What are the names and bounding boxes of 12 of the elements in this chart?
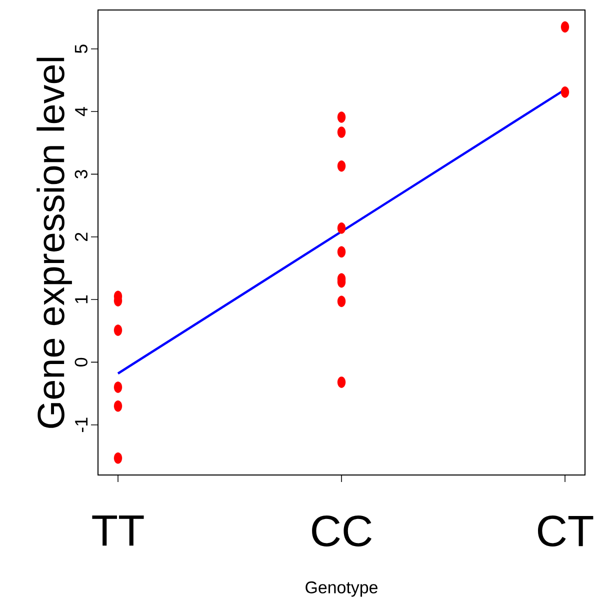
- y-tick-label: 2: [74, 232, 88, 241]
- y-tick-label: 0: [74, 358, 88, 366]
- x-tick-label: TT: [92, 516, 144, 546]
- x-axis-title: Genotype: [306, 581, 378, 597]
- y-tick-label: -1: [75, 418, 88, 432]
- y-tick-label: 4: [75, 107, 88, 116]
- y-tick-label: 1: [75, 295, 88, 304]
- y-tick-label: 5: [74, 44, 88, 54]
- y-tick-label: 3: [74, 170, 88, 178]
- x-tick-label: CC: [312, 516, 372, 547]
- x-tick-label: CT: [538, 516, 594, 547]
- y-axis-title: Gene expression level: [36, 58, 72, 428]
